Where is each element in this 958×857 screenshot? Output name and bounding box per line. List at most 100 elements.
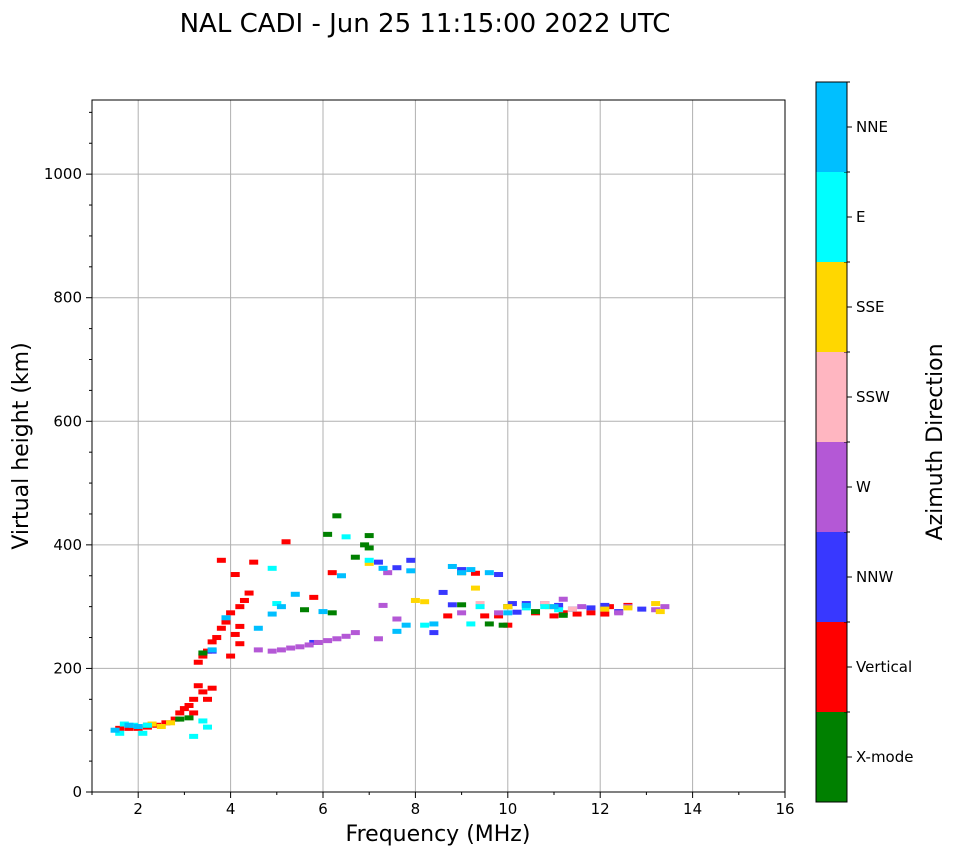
chart-title: NAL CADI - Jun 25 11:15:00 2022 UTC [180,9,671,39]
echo-point-vertical [226,610,236,616]
echo-point-vertical [161,720,171,726]
colorbar-label: SSE [856,298,885,316]
echo-point-w [614,610,624,616]
echo-point-nnw [392,565,402,571]
echo-point-vertical [221,619,231,625]
echo-point-x-mode [300,607,310,613]
echo-point-nne [549,604,559,610]
echo-point-e [198,718,208,724]
echo-point-sse [147,721,157,727]
echo-point-nne [253,625,263,631]
echo-point-nne [447,563,457,569]
colorbar-swatch-x-mode [816,712,847,802]
echo-point-w [392,616,402,622]
echo-point-e [341,534,351,540]
echo-point-vertical [480,613,490,619]
echo-point-nne [124,722,134,728]
echo-point-vertical [124,725,134,731]
echo-point-e [466,621,476,627]
colorbar-swatch-vertical [816,622,847,712]
echo-point-e [119,721,129,727]
echo-point-w [383,570,393,576]
echo-point-w [267,648,277,654]
echo-point-nnw [512,609,522,615]
echo-point-x-mode [350,554,360,560]
echo-point-nne [133,724,143,730]
colorbar-label: X-mode [856,748,913,766]
echo-point-vertical [281,539,291,545]
echo-point-e [475,604,485,610]
echo-point-x-mode [364,545,374,551]
echo-point-vertical [212,635,222,641]
echo-point-w [332,636,342,642]
echo-point-sse [364,560,374,566]
x-tick-label: 10 [498,800,517,818]
echo-point-e [115,730,125,736]
echo-point-sse [623,605,633,611]
plot-frame [91,99,786,793]
x-tick-label: 8 [411,800,421,818]
echo-point-sse [544,604,554,610]
echo-point-nne [457,570,467,576]
colorbar-label: SSW [856,388,890,406]
echo-point-vertical [184,703,194,708]
echo-point-e [142,722,152,728]
echo-point-nne [318,609,328,615]
colorbar-label: NNW [856,568,893,586]
echo-point-nne [290,591,300,597]
colorbar-swatch-nne [816,82,847,172]
echo-point-w [350,630,360,636]
echo-point-sse [420,599,430,605]
echo-point-nne [429,621,439,627]
colorbar-frame [815,81,848,803]
echo-point-e [189,733,199,739]
echo-point-e [540,604,550,610]
echo-point-nnw [406,557,416,563]
echo-point-x-mode [558,612,568,618]
echo-point-vertical [179,706,189,712]
echo-point-ssw [475,601,485,607]
echo-point-vertical [604,604,614,610]
echo-point-nne [267,611,277,617]
echo-point-nnw [457,567,467,573]
echo-point-nne [392,628,402,634]
echo-point-x-mode [327,610,337,616]
echo-point-w [373,636,383,642]
echo-point-vertical [198,653,208,659]
echo-point-vertical [470,570,480,576]
echo-point-nne [406,568,416,574]
echo-point-vertical [235,641,245,647]
echo-point-nne [207,647,217,653]
echo-point-w [286,645,296,651]
x-tick-label: 12 [591,800,610,818]
colorbar: X-mode Vertical NNW W SSW SSE E NNE [815,81,913,803]
echo-point-w [577,604,587,610]
echo-point-e [364,557,374,563]
echo-point-vertical [494,613,504,619]
echo-point-vertical [170,716,180,722]
data-points [110,513,670,739]
echo-point-vertical [203,648,212,654]
echo-point-e [272,601,282,607]
echo-point-vertical [235,623,245,629]
echo-point-e [267,565,277,571]
echo-point-x-mode [531,609,541,615]
echo-point-sse [410,597,420,603]
echo-point-vertical [230,572,240,578]
echo-point-vertical [443,613,453,619]
echo-point-nnw [637,606,647,612]
echo-point-vertical [207,685,217,691]
echo-point-nnw [309,639,319,645]
echo-point-ssw [540,601,550,607]
colorbar-label: W [856,478,871,496]
echo-point-x-mode [364,533,374,539]
echo-point-sse [600,606,610,612]
echo-point-w [660,604,670,610]
echo-point-vertical [216,625,226,631]
echo-point-x-mode [323,531,333,537]
echo-point-vertical [115,725,125,731]
echo-point-vertical [193,683,203,689]
grid-lines [92,100,786,793]
echo-point-w [378,602,388,608]
